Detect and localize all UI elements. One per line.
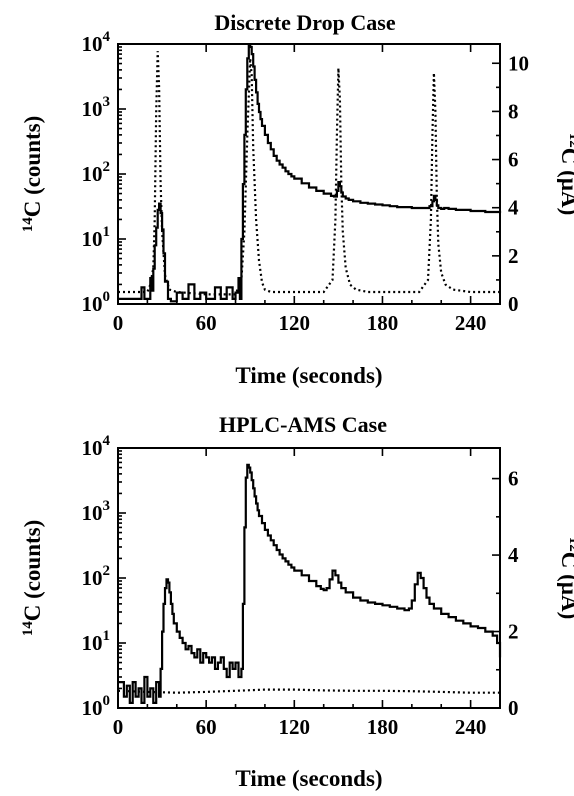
x-tick-label: 180 (367, 311, 399, 335)
series-14c-counts (118, 463, 502, 704)
y-axis-label-right-text: C (µA) (557, 552, 574, 620)
x-tick-label: 0 (113, 311, 124, 335)
y-right-tick-label: 2 (508, 244, 519, 268)
series-14c-counts (118, 44, 502, 303)
chart-panel-hplc-ams: HPLC-AMS Case 0 60 120 180 24010010110210310… (20, 412, 574, 791)
y-axis-label-left-superscript: 14 (20, 217, 36, 233)
y-left-tick-label: 104 (82, 29, 111, 56)
y-axis-label-left-superscript: 14 (20, 621, 36, 637)
y-axis-label-right-superscript: 12 (566, 133, 574, 148)
y-right-tick-label: 4 (508, 196, 519, 220)
y-left-tick-label: 101 (82, 224, 111, 251)
y-right-tick-label: 2 (508, 620, 519, 644)
series-12c-current (117, 688, 500, 694)
y-axis-label-right-superscript: 12 (566, 537, 574, 552)
y-axis-label-left: 14C (counts) (20, 520, 45, 637)
x-tick-label: 180 (367, 715, 399, 739)
y-right-tick-label: 0 (508, 292, 519, 316)
y-right-tick-label: 4 (508, 543, 519, 567)
y-left-tick-label: 100 (82, 289, 111, 316)
x-tick-label: 120 (279, 311, 311, 335)
y-axis-label-left: 14C (counts) (20, 116, 45, 233)
x-tick-label: 0 (113, 715, 124, 739)
chart-title: HPLC-AMS Case (219, 412, 387, 437)
y-left-tick-label: 103 (82, 94, 111, 121)
y-axis-label-left-text: C (counts) (20, 520, 45, 622)
y-axis-label-right: 12C (µA) (557, 537, 574, 620)
y-left-tick-label: 102 (82, 563, 111, 590)
x-tick-label: 60 (196, 311, 217, 335)
y-right-tick-label: 6 (508, 467, 519, 491)
y-left-tick-label: 103 (82, 498, 111, 525)
y-left-tick-label: 100 (82, 693, 111, 720)
x-tick-label: 240 (455, 311, 487, 335)
y-left-tick-label: 104 (82, 433, 111, 460)
y-right-tick-label: 6 (508, 148, 519, 172)
axis-ticks: 0 60 120 180 240 100 101 102 103 104 0 2 4 6 (82, 433, 520, 739)
x-axis-label: Time (seconds) (235, 363, 382, 388)
y-left-tick-label: 101 (82, 628, 111, 655)
y-right-tick-label: 10 (508, 51, 529, 75)
series-layer (117, 463, 502, 704)
chart-panel-discrete-drop: Discrete Drop Case 0 60 120 180 240100101102… (20, 10, 574, 388)
x-tick-label: 240 (455, 715, 487, 739)
x-tick-label: 120 (279, 715, 311, 739)
y-left-tick-label: 102 (82, 159, 111, 186)
axis-ticks: 0 60 120 180 240 100 101 102 103 104 0 2 4 6 8 10 (82, 29, 530, 335)
x-axis-label: Time (seconds) (235, 766, 382, 791)
x-tick-label: 60 (196, 715, 217, 739)
y-axis-label-left-text: C (counts) (20, 116, 45, 218)
series-layer (118, 44, 502, 303)
chart-title: Discrete Drop Case (214, 10, 395, 35)
series-12c-current (118, 51, 500, 296)
y-right-tick-label: 8 (508, 99, 519, 123)
y-right-tick-label: 0 (508, 696, 519, 720)
y-axis-label-right: 12C (µA) (557, 133, 574, 216)
plot-frame (117, 43, 501, 305)
y-axis-label-right-text: C (µA) (557, 148, 574, 216)
